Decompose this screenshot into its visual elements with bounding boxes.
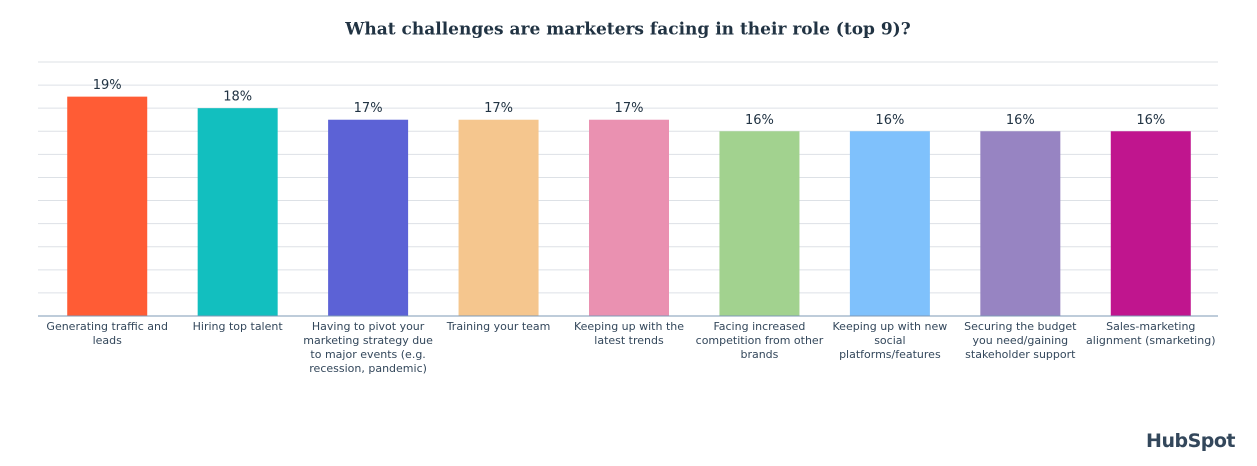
data-label: 16% <box>745 113 774 128</box>
bar <box>1110 131 1191 316</box>
chart-title: What challenges are marketers facing in … <box>344 20 910 40</box>
x-tick-label: Keeping up with new social platforms/fea… <box>832 320 948 361</box>
x-tick-label: Facing increased competition from other … <box>695 320 824 361</box>
x-tick-label: Training your team <box>446 320 551 333</box>
x-tick-label: Generating traffic and leads <box>46 320 168 347</box>
bar <box>67 96 148 317</box>
data-label: 17% <box>354 101 383 116</box>
data-label: 19% <box>93 78 122 93</box>
bar <box>328 119 409 317</box>
data-label: 18% <box>223 90 252 105</box>
bar <box>589 119 669 317</box>
bar <box>458 119 539 317</box>
data-label: 16% <box>875 113 904 128</box>
bar <box>719 131 800 316</box>
bar <box>197 108 278 316</box>
data-label: 16% <box>1136 113 1165 128</box>
x-tick-label: Securing the budget you need/gaining sta… <box>964 320 1077 361</box>
x-tick-label: Having to pivot your marketing strategy … <box>303 320 433 375</box>
x-tick-label: Sales-marketing alignment (smarketing) <box>1086 320 1216 347</box>
data-label: 16% <box>1006 113 1035 128</box>
data-label: 17% <box>615 101 644 116</box>
x-tick-label: Hiring top talent <box>192 320 283 333</box>
bar <box>980 131 1061 316</box>
data-label: 17% <box>484 101 513 116</box>
logo: HubSpot <box>1146 430 1235 452</box>
x-tick-label: Keeping up with the latest trends <box>573 320 685 347</box>
bar <box>849 131 930 316</box>
